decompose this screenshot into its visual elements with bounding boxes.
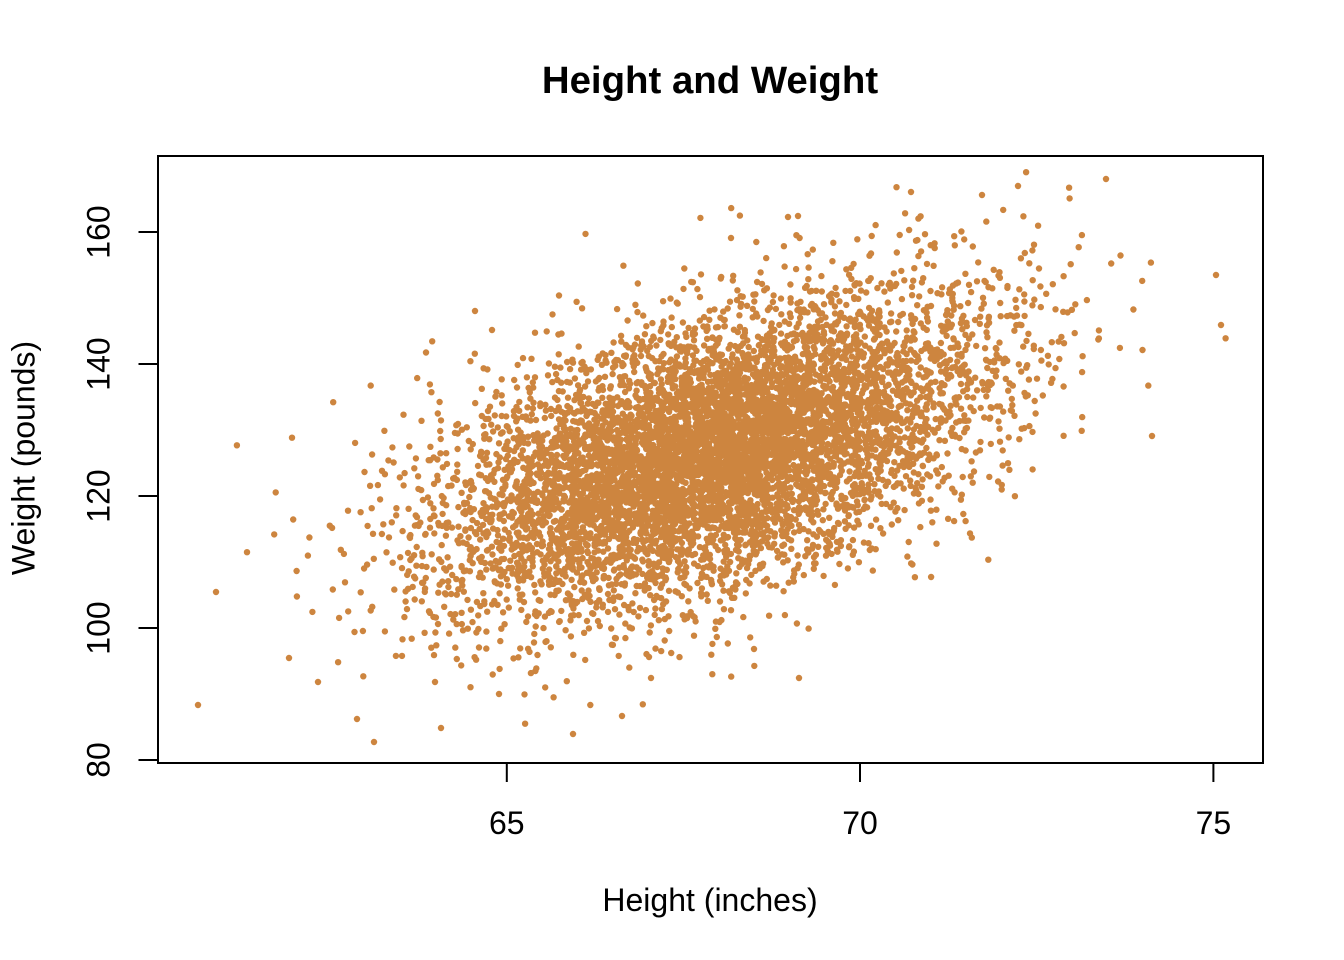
svg-text:Height and Weight: Height and Weight [542, 59, 878, 102]
svg-text:70: 70 [842, 805, 878, 841]
svg-text:75: 75 [1196, 805, 1232, 841]
svg-text:100: 100 [81, 601, 117, 654]
svg-text:Height (inches): Height (inches) [602, 882, 817, 918]
svg-text:140: 140 [81, 337, 117, 390]
svg-text:80: 80 [81, 742, 117, 778]
svg-text:Weight (pounds): Weight (pounds) [6, 341, 42, 575]
svg-text:65: 65 [489, 805, 525, 841]
svg-text:160: 160 [81, 205, 117, 258]
svg-text:120: 120 [81, 469, 117, 522]
